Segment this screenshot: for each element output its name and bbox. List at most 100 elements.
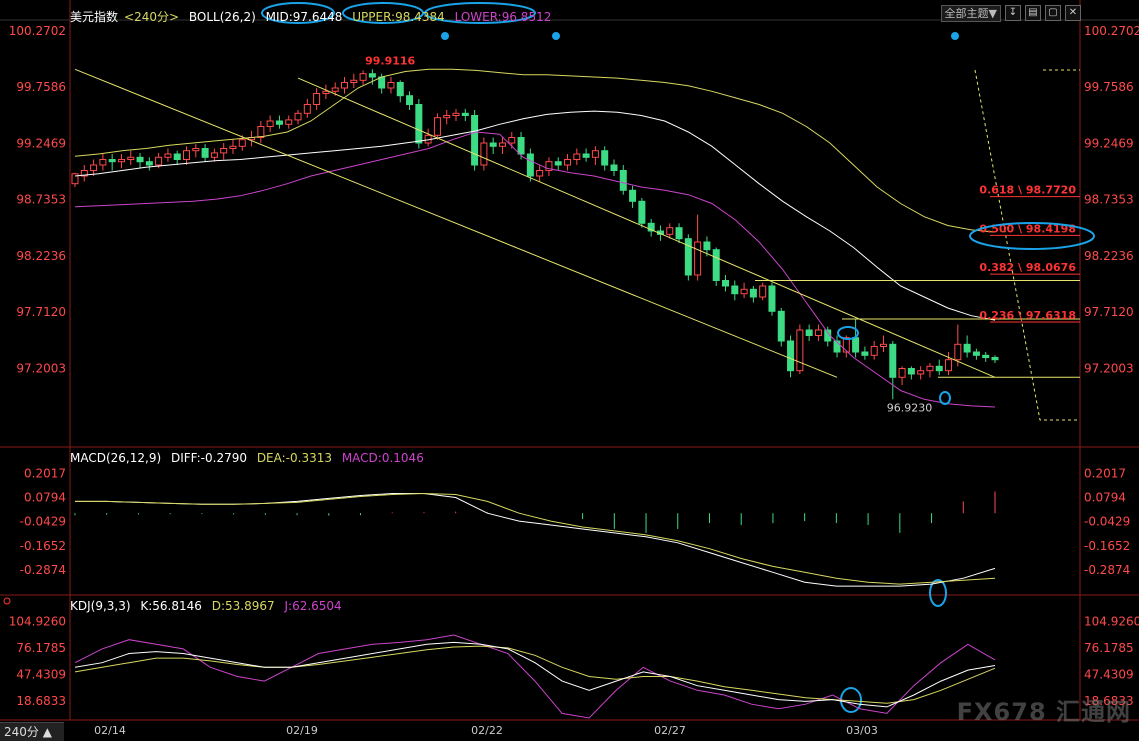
candle-body [945, 359, 953, 372]
candle-body [879, 343, 887, 347]
main-tick-right-4: 98.2236 [1084, 249, 1134, 263]
kdj-tick-left-0: 104.9260 [9, 614, 66, 628]
boll-lower: LOWER:96.8512 [454, 10, 552, 24]
candle-body [461, 112, 469, 117]
candle-body [313, 93, 321, 105]
candle-body [433, 117, 441, 136]
candle-body [368, 73, 376, 78]
download-icon[interactable]: ↧ [1005, 5, 1021, 21]
highlight-ellipse-4 [837, 326, 859, 340]
main-tick-right-5: 97.7120 [1084, 305, 1134, 319]
candle-body [768, 285, 776, 312]
fib-label-0: 0.618 \ 98.7720 [979, 184, 1076, 197]
candle-body [415, 104, 423, 144]
main-tick-left-2: 99.2469 [16, 136, 66, 150]
macd-diff-line [75, 493, 996, 587]
main-tick-left-3: 98.7353 [16, 193, 66, 207]
candle-body [842, 337, 850, 353]
kdj-tick-left-1: 76.1785 [16, 641, 66, 655]
fib-label-2: 0.382 \ 98.0676 [979, 261, 1076, 274]
candle-body [164, 153, 172, 158]
candle-body [722, 280, 730, 287]
boll-lower-line [74, 131, 996, 408]
candle-body [350, 79, 358, 84]
highlight-ellipse-0 [261, 2, 335, 24]
macd-legend: MACD(26,12,9) DIFF:-0.2790 DEA:-0.3313 M… [70, 451, 430, 465]
candle-body [731, 285, 739, 295]
main-tick-right-3: 98.7353 [1084, 193, 1134, 207]
toolbar: 全部主题▼ ↧ ▤ ▢ ✕ [940, 5, 1081, 22]
main-tick-left-0: 100.2702 [9, 24, 66, 38]
x-label-0: 02/14 [94, 724, 126, 737]
maximize-icon[interactable]: ▢ [1045, 5, 1061, 21]
close-icon[interactable]: ✕ [1065, 5, 1081, 21]
candle-body [90, 164, 98, 171]
macd-dea: DEA:-0.3313 [256, 451, 332, 465]
candle-body [229, 145, 237, 150]
candle-body [740, 288, 748, 295]
candle-body [322, 90, 330, 95]
kdj-tick-left-3: 18.6833 [16, 694, 66, 708]
candle-body [619, 170, 627, 191]
layout-icon[interactable]: ▤ [1025, 5, 1041, 21]
kdj-k-line [74, 641, 996, 708]
candle-body [564, 159, 572, 166]
highlight-ellipse-6 [929, 579, 947, 607]
kdj-settings-icon [3, 597, 11, 605]
macd-macd: MACD:0.1046 [341, 451, 424, 465]
highlight-ellipse-5 [939, 391, 951, 405]
candle-body [201, 148, 209, 158]
macd-label: MACD(26,12,9) [70, 451, 162, 465]
macd-tick-right-0: 0.2017 [1084, 466, 1126, 480]
period-label: <240分> [124, 10, 180, 24]
candle-body [907, 368, 915, 375]
candle-body [591, 150, 599, 158]
candle-body [99, 159, 107, 166]
candle-body [982, 354, 990, 358]
candle-body [852, 337, 860, 353]
period-selector[interactable]: 240分 ▲ [0, 722, 64, 741]
candle-body [266, 120, 274, 127]
candle-body [359, 73, 367, 81]
theme-dropdown[interactable]: 全部主题▼ [940, 5, 1001, 22]
candle-body [117, 159, 125, 163]
signal-dot-2 [951, 32, 959, 40]
candle-body [480, 142, 488, 166]
main-tick-right-1: 99.7586 [1084, 80, 1134, 94]
kdj-tick-right-0: 104.9260 [1084, 614, 1139, 628]
candle-body [935, 365, 943, 372]
highlight-ellipse-2 [424, 2, 536, 24]
x-label-4: 03/03 [846, 724, 878, 737]
boll-upper: UPPER:98.4384 [352, 10, 445, 24]
candle-body [805, 329, 813, 336]
candle-body [694, 241, 702, 276]
candle-body [545, 161, 553, 171]
candle-body [340, 82, 348, 89]
main-tick-right-0: 100.2702 [1084, 24, 1139, 38]
candle-body [712, 249, 720, 281]
kdj-tick-right-3: 18.6833 [1084, 694, 1134, 708]
candle-body [183, 150, 191, 160]
main-tick-right-6: 97.2003 [1084, 361, 1134, 375]
candle-body [554, 161, 562, 166]
candle-body [517, 137, 525, 155]
candle-body [220, 148, 228, 154]
candle-body [406, 95, 414, 105]
candle-body [145, 161, 153, 166]
main-tick-left-6: 97.2003 [16, 361, 66, 375]
channel-line-1 [297, 77, 996, 378]
kdj-k: K:56.8146 [140, 599, 202, 613]
candle-body [972, 351, 980, 356]
kdj-j-line [74, 634, 996, 719]
candle-body [127, 156, 135, 161]
candle-body [647, 222, 655, 232]
candle-body [294, 112, 302, 121]
candle-body [787, 340, 795, 372]
candle-body [870, 346, 878, 356]
kdj-legend: KDJ(9,3,3) K:56.8146 D:53.8967 J:62.6504 [70, 599, 348, 613]
candle-body [192, 148, 200, 152]
macd-diff: DIFF:-0.2790 [170, 451, 247, 465]
x-label-3: 02/27 [654, 724, 686, 737]
channel-line-0 [74, 68, 838, 378]
main-tick-right-2: 99.2469 [1084, 136, 1134, 150]
